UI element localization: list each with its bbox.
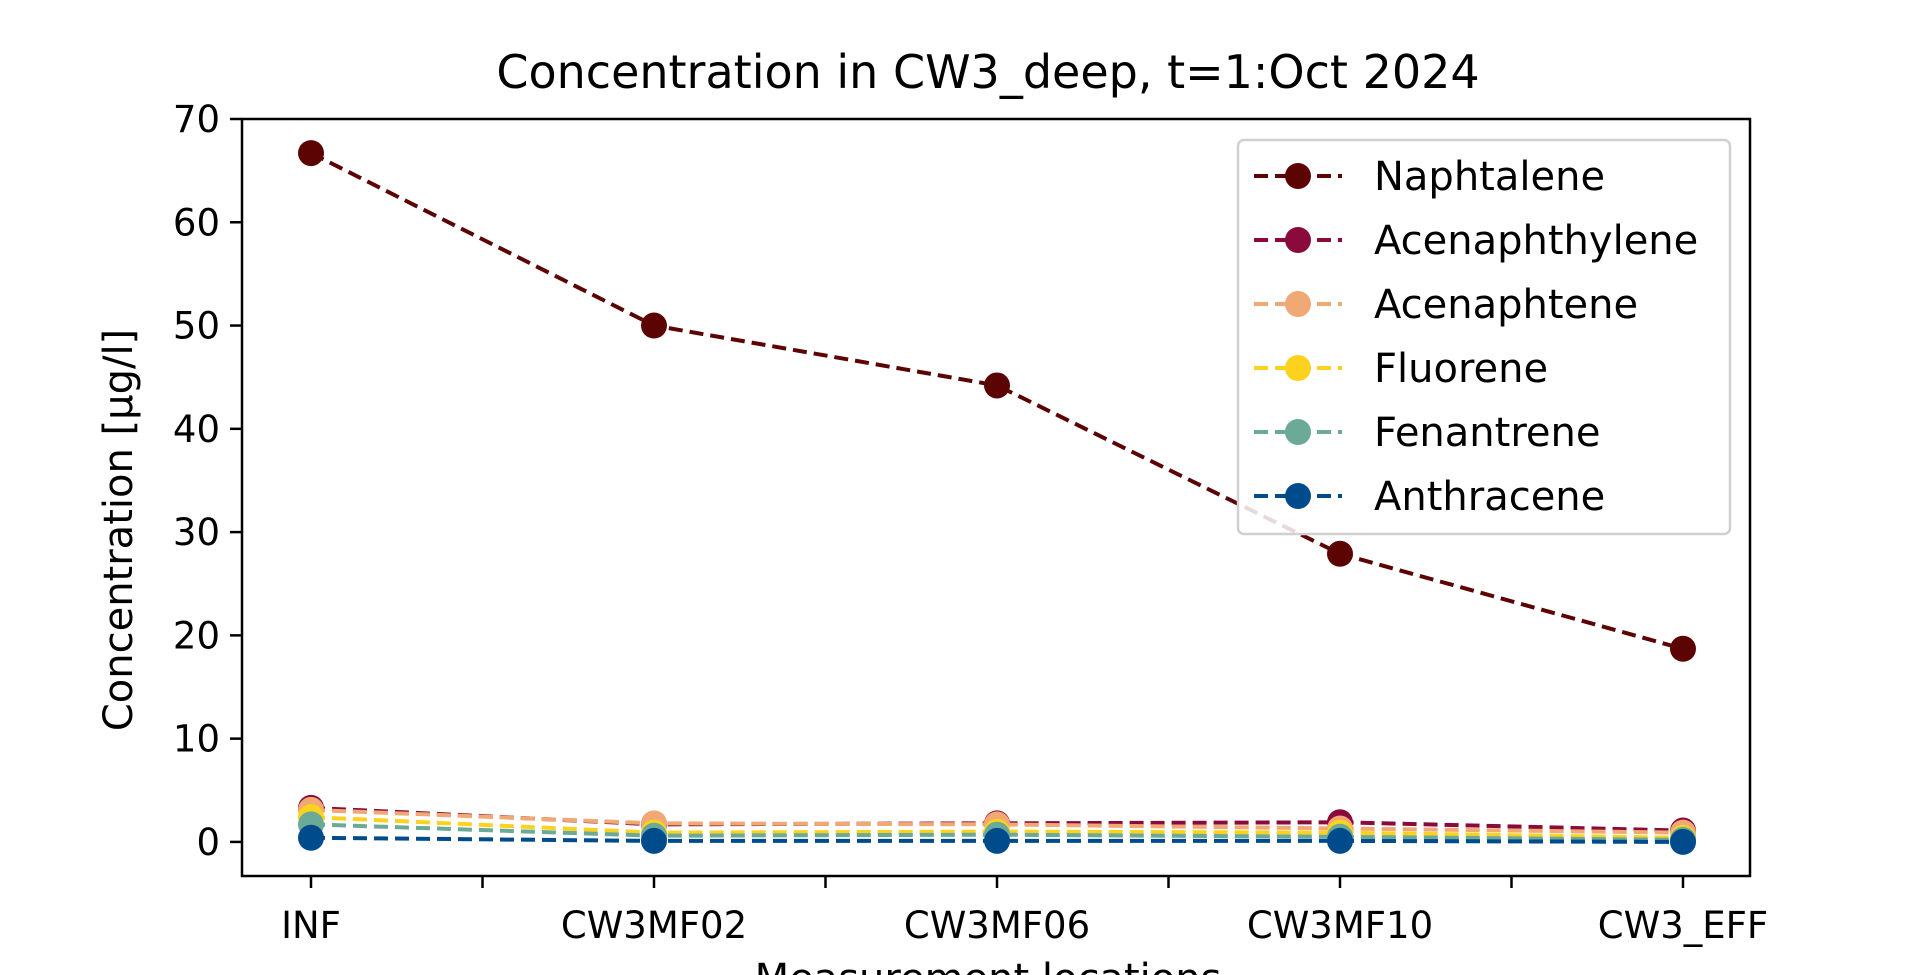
- series-line-fluorene: [310, 815, 1684, 840]
- y-tick-label: 30: [173, 511, 220, 554]
- legend-entry-label: Fenantrene: [1374, 410, 1600, 456]
- data-point-anthracene: [641, 827, 667, 854]
- y-tick-label: 40: [173, 408, 220, 451]
- x-tick-label: CW3MF06: [904, 904, 1090, 947]
- series-line-fenantrene: [310, 822, 1684, 842]
- legend-entry-label: Fluorene: [1374, 346, 1548, 392]
- series-line-acenaphtene: [310, 807, 1684, 835]
- series-line-anthracene: [310, 835, 1684, 844]
- y-tick-label: 50: [173, 305, 220, 348]
- data-point-naphtalene: [1670, 635, 1696, 662]
- legend: Naphtalene Acenaphthylene Acenaphtene Fluor…: [1236, 138, 1732, 536]
- x-tick-label: INF: [281, 904, 341, 947]
- legend-swatch-marker: [1285, 355, 1311, 381]
- data-point-anthracene: [1670, 828, 1696, 855]
- x-tick-label: CW3MF02: [561, 904, 747, 947]
- series-line-naphtalene: [310, 151, 1684, 651]
- y-tick-label: 20: [173, 614, 220, 657]
- x-tick-label: CW3MF10: [1247, 904, 1433, 947]
- data-point-anthracene: [984, 827, 1010, 854]
- series-line-acenaphthylene: [310, 805, 1684, 833]
- legend-swatch-marker: [1285, 419, 1311, 445]
- legend-box: [1236, 138, 1732, 536]
- chart-title: Concentration in CW3_deep, t=1:Oct 2024: [496, 45, 1479, 99]
- y-tick-label: 0: [196, 821, 220, 864]
- data-point-naphtalene: [1327, 540, 1353, 567]
- legend-entry-label: Naphtalene: [1374, 154, 1605, 200]
- data-point-naphtalene: [641, 312, 667, 339]
- legend-swatch-marker: [1285, 483, 1311, 509]
- data-point-naphtalene: [984, 372, 1010, 399]
- y-tick-label: 60: [173, 201, 220, 244]
- legend-entry-label: Anthracene: [1374, 474, 1605, 520]
- legend-swatch-marker: [1285, 291, 1311, 317]
- data-point-naphtalene: [298, 140, 324, 167]
- y-axis-label: Concentration [µg/l]: [96, 329, 142, 731]
- data-point-anthracene: [1327, 827, 1353, 854]
- legend-swatch-marker: [1285, 227, 1311, 253]
- x-tick-label: CW3_EFF: [1598, 904, 1768, 947]
- y-tick-label: 70: [173, 98, 220, 141]
- legend-entry-label: Acenaphtene: [1374, 282, 1638, 328]
- plot-area: 0 10 20 30 40 50 60 70 INF CW3MF02 CW3MF06 CW3MF10 C…: [173, 98, 1768, 947]
- x-axis-label: Measurement locations: [755, 956, 1222, 975]
- legend-entry-label: Acenaphthylene: [1374, 218, 1698, 264]
- legend-swatch-marker: [1285, 163, 1311, 189]
- data-point-anthracene: [298, 824, 324, 851]
- y-tick-label: 10: [173, 718, 220, 761]
